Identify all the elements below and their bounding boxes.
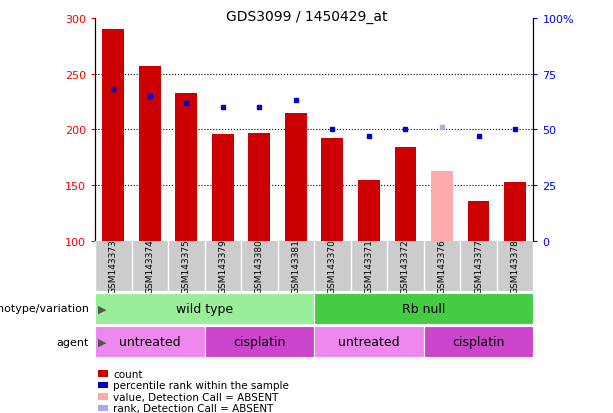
Bar [248,133,270,242]
Text: Rb null: Rb null [402,302,446,315]
Text: GSM143378: GSM143378 [511,239,520,294]
Text: rank, Detection Call = ABSENT: rank, Detection Call = ABSENT [113,404,274,413]
Bar [424,326,533,357]
Text: count: count [113,369,143,379]
Text: GSM143381: GSM143381 [291,239,300,294]
Bar [212,135,234,242]
Text: GSM143379: GSM143379 [218,239,227,294]
Bar [321,139,343,242]
Bar [358,180,380,242]
Text: GSM143370: GSM143370 [328,239,337,294]
Text: GDS3099 / 1450429_at: GDS3099 / 1450429_at [226,10,387,24]
Bar [175,93,197,242]
Bar [314,293,533,324]
Text: untreated: untreated [338,335,400,348]
Text: GSM143373: GSM143373 [109,239,118,294]
Bar [431,171,453,242]
Bar [139,66,161,242]
Text: wild type: wild type [176,302,233,315]
Bar [95,326,205,357]
Text: ▶: ▶ [98,337,107,347]
Text: ▶: ▶ [98,304,107,314]
Text: agent: agent [56,337,89,347]
Text: percentile rank within the sample: percentile rank within the sample [113,380,289,390]
Text: untreated: untreated [119,335,181,348]
Bar [95,293,314,324]
Text: genotype/variation: genotype/variation [0,304,89,314]
Bar [314,326,424,357]
Text: GSM143376: GSM143376 [438,239,446,294]
Text: cisplatin: cisplatin [233,335,286,348]
Bar [395,148,416,242]
Bar [102,30,124,242]
Bar [468,202,489,242]
Bar [285,113,307,242]
Text: GSM143371: GSM143371 [365,239,373,294]
Text: GSM143372: GSM143372 [401,239,410,294]
Text: value, Detection Call = ABSENT: value, Detection Call = ABSENT [113,392,279,402]
Text: cisplatin: cisplatin [452,335,504,348]
Text: GSM143374: GSM143374 [145,239,154,294]
Bar [205,326,314,357]
Text: GSM143380: GSM143380 [255,239,264,294]
Bar [504,183,526,242]
Text: GSM143377: GSM143377 [474,239,483,294]
Text: GSM143375: GSM143375 [182,239,191,294]
